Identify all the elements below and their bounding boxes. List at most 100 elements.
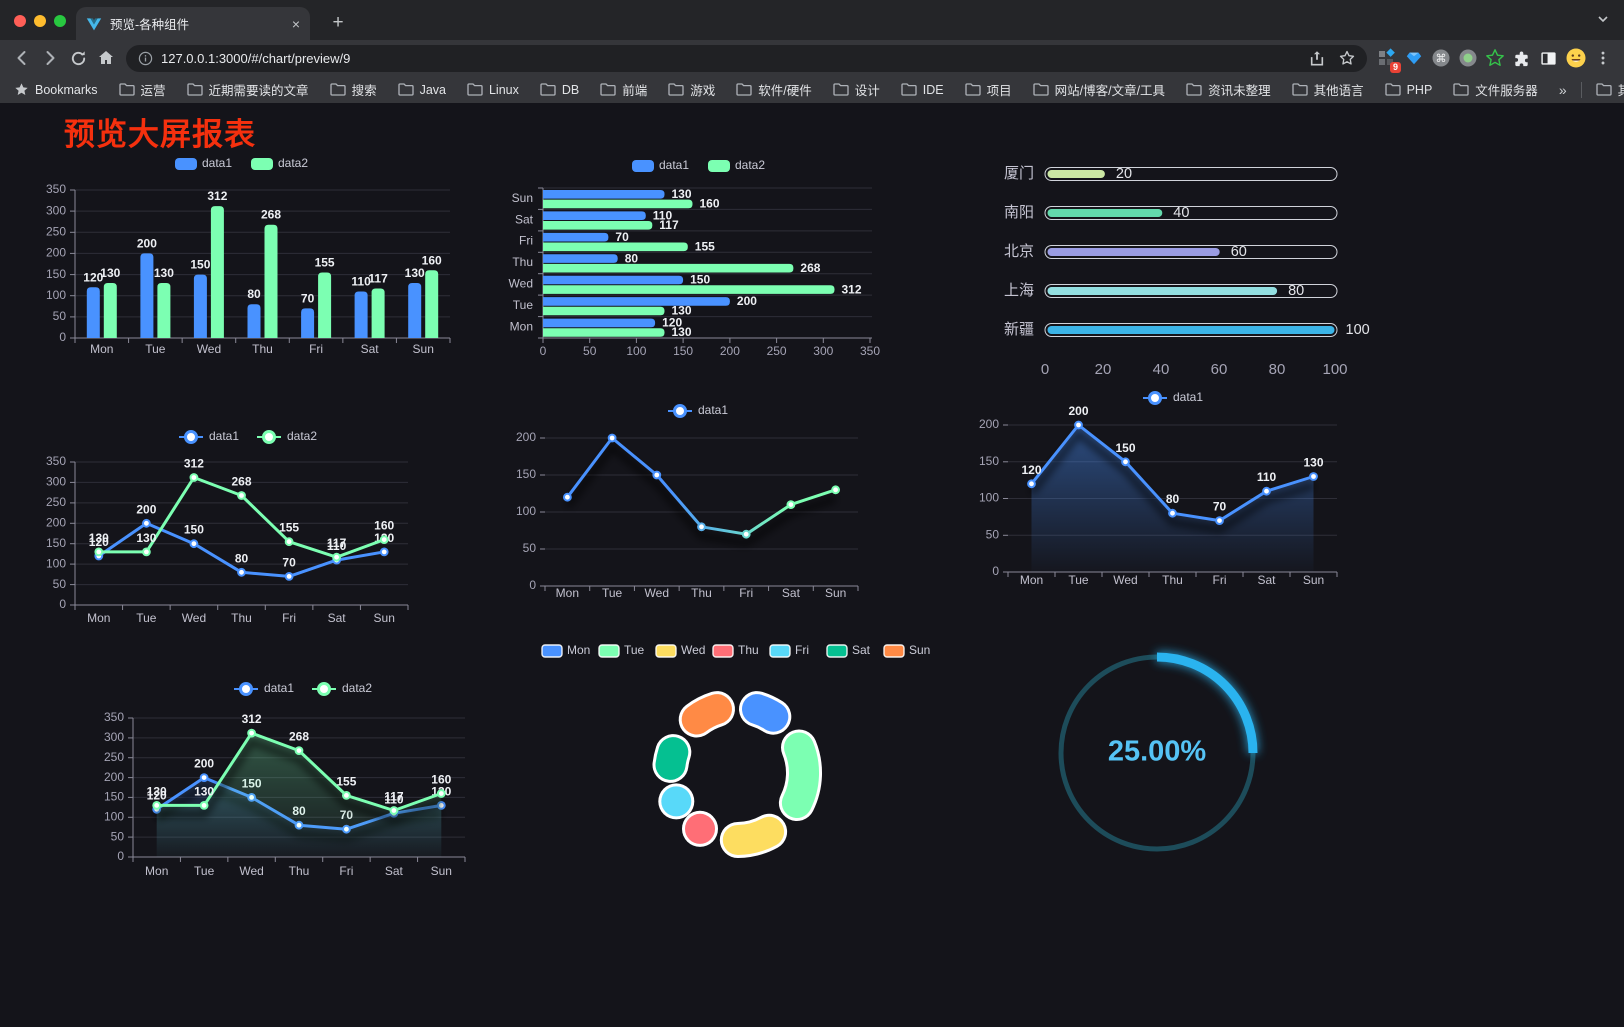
bookmark-folder[interactable]: Java: [397, 82, 446, 97]
bookmarks-overflow-chevron[interactable]: »: [1558, 81, 1567, 98]
maximize-window-button[interactable]: [54, 15, 66, 27]
legend[interactable]: data1 data2: [234, 681, 372, 696]
legend[interactable]: data1: [668, 403, 728, 418]
svg-text:130: 130: [194, 784, 214, 798]
bookmark-label: Bookmarks: [35, 82, 98, 97]
svg-text:110: 110: [327, 539, 347, 553]
svg-text:117: 117: [327, 536, 347, 550]
share-button[interactable]: [1303, 44, 1331, 72]
svg-text:300: 300: [104, 730, 124, 744]
legend[interactable]: data1 data2: [175, 156, 308, 170]
folder-icon: [1384, 83, 1401, 96]
url-text[interactable]: 127.0.0.1:3000/#/chart/preview/9: [161, 50, 351, 66]
svg-text:60: 60: [1231, 244, 1247, 260]
svg-text:Tue: Tue: [136, 611, 157, 625]
bookmark-folder[interactable]: 近期需要读的文章: [186, 80, 309, 99]
svg-text:100: 100: [1346, 322, 1370, 338]
profile-avatar-emoji[interactable]: [1562, 45, 1589, 72]
svg-text:Mon: Mon: [145, 864, 168, 878]
forward-button[interactable]: [36, 44, 64, 72]
svg-text:Tue: Tue: [513, 298, 534, 312]
bookmark-folder[interactable]: 软件/硬件: [736, 80, 812, 99]
svg-text:上海: 上海: [1004, 282, 1034, 299]
folder-icon: [736, 83, 752, 96]
bookmark-folder[interactable]: PHP: [1384, 83, 1432, 97]
bookmark-folder[interactable]: 其他语言: [1291, 80, 1364, 99]
legend[interactable]: data1 data2: [179, 429, 317, 444]
extension-record-icon[interactable]: [1454, 45, 1481, 72]
svg-text:Mon: Mon: [556, 586, 579, 600]
svg-text:110: 110: [384, 792, 404, 806]
bookmark-folder[interactable]: 设计: [833, 80, 880, 99]
bookmark-folder[interactable]: 前端: [600, 80, 647, 99]
svg-text:110: 110: [653, 208, 673, 222]
bookmark-folder[interactable]: Linux: [467, 83, 519, 97]
bookmark-folder[interactable]: 文件服务器: [1453, 80, 1538, 99]
side-panel-icon[interactable]: [1535, 45, 1562, 72]
bookmark-folder-label: 前端: [622, 84, 648, 98]
other-bookmarks-folder[interactable]: 其他书签: [1595, 80, 1624, 99]
svg-text:0: 0: [59, 330, 66, 344]
svg-text:厦门: 厦门: [1004, 165, 1034, 182]
bookmark-folder-label: Java: [419, 82, 446, 97]
svg-text:350: 350: [860, 344, 880, 358]
bookmark-folder[interactable]: 搜索: [329, 80, 377, 99]
chart-capsule-progress: 厦门 20 南阳 40 北京 60 上海 80 新疆 100 0 20 40 60 80 100: [1004, 165, 1370, 378]
extension-grid-icon[interactable]: 9: [1373, 45, 1401, 73]
svg-text:130: 130: [672, 187, 692, 201]
svg-text:Fri: Fri: [795, 643, 809, 657]
svg-text:Tue: Tue: [145, 342, 166, 356]
bookmark-folder[interactable]: 网站/博客/文章/工具: [1032, 80, 1165, 99]
browser-toolbar: 127.0.0.1:3000/#/chart/preview/9 9 ⌘: [0, 40, 1624, 76]
svg-text:Fri: Fri: [739, 586, 753, 600]
home-button[interactable]: [92, 44, 120, 72]
svg-text:Tue: Tue: [194, 864, 215, 878]
svg-text:25.00%: 25.00%: [1108, 736, 1207, 768]
browser-menu-icon[interactable]: [1589, 45, 1616, 72]
tab-title: 预览-各种组件: [110, 18, 190, 32]
svg-text:150: 150: [1115, 441, 1135, 455]
tab-close-icon[interactable]: ×: [291, 15, 300, 32]
site-info-icon[interactable]: [138, 51, 153, 66]
bookmark-folder[interactable]: 游戏: [668, 80, 715, 99]
svg-text:350: 350: [104, 710, 124, 724]
bookmark-folder[interactable]: 项目: [964, 80, 1012, 99]
bookmark-folder[interactable]: 运营: [118, 80, 166, 99]
bookmarks-manager[interactable]: Bookmarks: [14, 82, 98, 97]
minimize-window-button[interactable]: [34, 15, 46, 27]
extension-star-icon[interactable]: [1481, 45, 1508, 72]
svg-text:50: 50: [523, 541, 537, 555]
address-bar[interactable]: 127.0.0.1:3000/#/chart/preview/9: [126, 44, 1367, 72]
svg-text:160: 160: [422, 253, 442, 267]
extensions-puzzle-icon[interactable]: [1508, 45, 1535, 72]
tab-search-chevron-icon[interactable]: [1596, 12, 1610, 31]
svg-text:Sat: Sat: [1257, 573, 1276, 587]
extension-gem-icon[interactable]: [1400, 45, 1427, 72]
svg-text:80: 80: [235, 551, 249, 565]
svg-text:70: 70: [301, 291, 315, 305]
svg-text:0: 0: [1041, 361, 1049, 378]
folder-icon: [668, 83, 684, 96]
bookmark-folder[interactable]: DB: [540, 83, 579, 97]
reload-button[interactable]: [64, 44, 92, 72]
bookmark-folder[interactable]: 资讯未整理: [1186, 80, 1271, 99]
back-button[interactable]: [8, 44, 36, 72]
bookmark-folder[interactable]: IDE: [901, 83, 944, 97]
bookmark-star-button[interactable]: [1333, 44, 1361, 72]
svg-text:160: 160: [431, 773, 451, 787]
legend[interactable]: data1 data2: [632, 158, 765, 172]
chart-line-gradient: 0 50 100 150 200 Mon Tue Wed Thu Fri Sat Sun data1: [516, 403, 859, 600]
svg-text:50: 50: [111, 829, 125, 843]
legend[interactable]: Mon Tue Wed Thu Fri Sat Sun: [541, 643, 930, 658]
bookmarks-star-icon: [15, 83, 28, 95]
svg-text:Mon: Mon: [567, 643, 590, 657]
svg-text:Mon: Mon: [510, 319, 533, 333]
extension-command-icon[interactable]: ⌘: [1427, 45, 1454, 72]
folder-icon: [329, 83, 346, 96]
svg-text:117: 117: [659, 218, 679, 232]
folder-icon: [1032, 83, 1049, 96]
legend[interactable]: data1: [1143, 390, 1203, 405]
tab-preview-components[interactable]: 预览-各种组件 ×: [76, 7, 310, 40]
new-tab-button[interactable]: +: [332, 12, 344, 33]
close-window-button[interactable]: [14, 15, 26, 27]
